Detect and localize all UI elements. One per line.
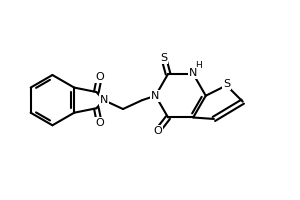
Text: O: O	[95, 118, 104, 128]
Text: O: O	[95, 72, 104, 82]
Text: S: S	[160, 53, 167, 63]
Text: S: S	[223, 79, 230, 89]
Text: H: H	[195, 61, 201, 70]
Text: N: N	[100, 95, 108, 105]
Text: O: O	[153, 126, 162, 136]
Text: N: N	[189, 68, 197, 78]
Text: N: N	[151, 91, 160, 101]
